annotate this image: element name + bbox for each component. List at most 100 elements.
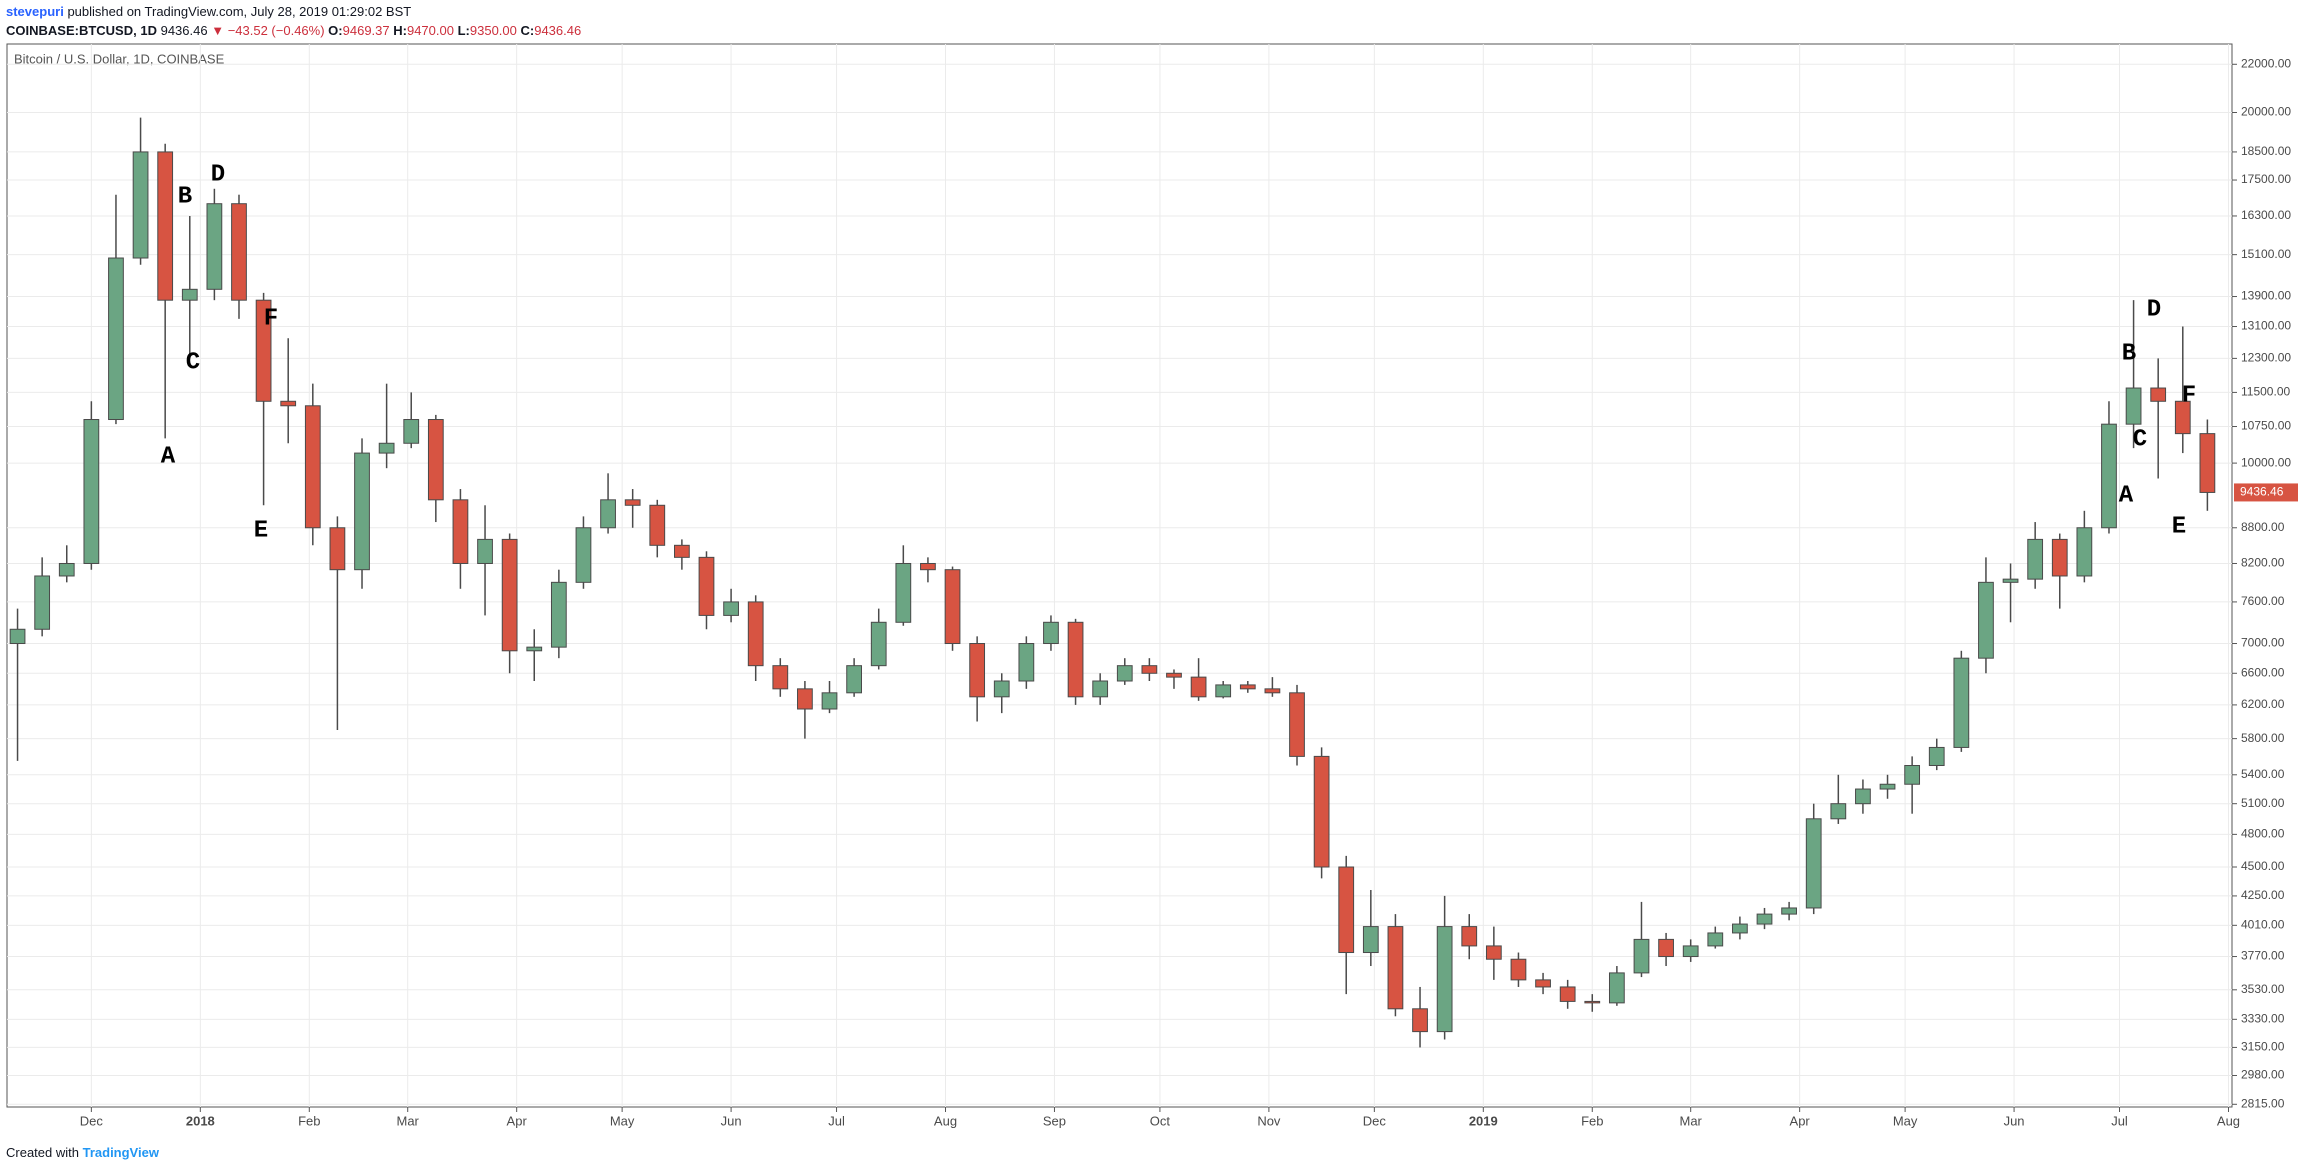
y-tick-label: 4800.00 [2241,827,2285,841]
candle-body [1215,684,1232,698]
o: 9469.37 [342,23,390,38]
candle-body [1289,692,1305,757]
candle-body [280,400,297,407]
candle-body [58,562,75,577]
x-tick-label: Jul [828,1113,845,1128]
candle-body [1978,581,1994,659]
candle-body [1510,958,1527,981]
candle-body [1830,803,1847,820]
candle-body [1732,923,1748,934]
candle-body [2076,527,2093,577]
candle-body [403,419,420,444]
y-tick-label: 11500.00 [2241,385,2290,399]
candle-body [649,504,666,546]
candle-body [747,601,764,667]
candle-body [1018,643,1035,682]
x-tick-label: Dec [80,1113,104,1128]
candle-body [83,419,100,564]
y-tick-label: 3530.00 [2241,982,2285,996]
x-tick-label: Oct [1150,1113,1171,1128]
y-tick-label: 15100.00 [2241,247,2291,261]
candle-body [1584,1000,1601,1004]
y-tick-label: 3150.00 [2241,1040,2285,1054]
candle-body [895,562,912,623]
candle-body [2027,538,2044,580]
candle-body [1559,986,1576,1002]
candle-body [452,499,469,564]
y-tick-label: 17500.00 [2241,172,2291,186]
candle-body [231,203,247,301]
h-label: H: [393,23,407,38]
candle-body [624,499,641,506]
candle-body [1682,945,1699,958]
candle-body [526,646,543,652]
annotation: D [211,161,225,188]
candle-body [1608,972,1625,1004]
annotation: F [264,305,278,332]
candle-body [206,203,223,290]
candle-body [1904,765,1921,785]
candle-body [772,665,789,690]
candle-body [1485,945,1502,960]
last-price-tag [2234,483,2298,502]
y-tick-label: 6200.00 [2241,697,2285,711]
candle-body [1805,818,1822,909]
brand[interactable]: TradingView [82,1145,159,1160]
y-tick-label: 6600.00 [2241,665,2285,679]
candle-body [674,544,690,558]
y-tick-label: 13900.00 [2241,289,2291,303]
candle-body [993,680,1010,698]
x-tick-label: Aug [934,1113,957,1128]
candle-body [600,499,616,529]
author[interactable]: stevepuri [6,4,64,19]
candle-body [329,527,346,571]
annotation: B [2122,340,2136,367]
symbol-line: COINBASE:BTCUSD, 1D 9436.46 ▼ −43.52 (−0… [6,21,581,40]
candle-body [1953,657,1970,748]
o-label: O: [328,23,343,38]
annotation: C [2133,426,2147,453]
candle-body [1043,621,1059,645]
candle-body [1412,1008,1428,1033]
candle-body [304,405,321,529]
candle-body [575,527,592,583]
x-tick-label: May [610,1113,635,1128]
y-tick-label: 2815.00 [2241,1096,2285,1110]
candle-body [1190,676,1207,698]
annotation: A [2119,482,2134,509]
candle-body [132,151,149,259]
candle-body [34,575,51,630]
candle-body [477,538,493,564]
candle-body [255,299,272,402]
y-tick-label: 12300.00 [2241,351,2291,365]
candle-body [181,288,198,301]
y-tick-label: 5800.00 [2241,731,2285,745]
candle-body [920,562,936,571]
header-line: stevepuri published on TradingView.com, … [6,2,581,21]
candle-body [427,419,444,501]
candle-body [1387,926,1404,1010]
y-tick-label: 4250.00 [2241,888,2285,902]
y-tick-label: 5400.00 [2241,767,2285,781]
c-label: C: [520,23,535,38]
candle-body [1239,684,1256,690]
candle-body [354,452,370,571]
candle-body [1756,913,1773,925]
plot-frame [6,43,2233,1108]
chart-title: Bitcoin / U.S. Dollar, 1D, COINBASE [14,51,225,66]
x-tick-label: Jun [2004,1113,2025,1128]
candle-body [1116,665,1133,682]
candle-body [9,628,26,645]
candle-body [2199,433,2216,493]
created: Created with [6,1145,79,1160]
change: ▼ −43.52 (−0.46%) [211,23,325,38]
candle-body [2174,400,2191,435]
candle-body [1264,688,1281,694]
y-tick-label: 16300.00 [2241,208,2291,222]
annotation: A [161,443,176,470]
annotation: B [178,183,192,210]
candle-body [1141,665,1158,674]
candle-body [2002,578,2019,583]
candle-body [1461,926,1478,947]
x-tick-label: 2018 [186,1113,215,1128]
